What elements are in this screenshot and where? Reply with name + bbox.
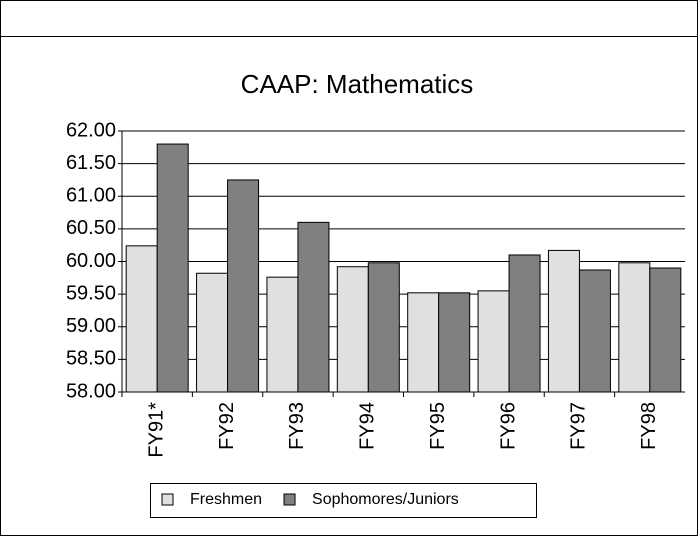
bar: [125, 245, 158, 393]
legend-swatch: [283, 493, 296, 506]
y-tick-label: 59.50: [66, 282, 116, 304]
bar: [547, 249, 580, 393]
bar: [227, 179, 260, 393]
bar: [367, 262, 400, 393]
legend-label: Sophomores/Juniors: [312, 491, 459, 508]
y-tick-label: 58.50: [66, 348, 116, 370]
bar: [336, 266, 369, 393]
chart-title: CAAP: Mathematics: [241, 69, 474, 99]
y-tick-label: 62.00: [66, 119, 116, 141]
bar: [196, 272, 229, 393]
x-tick-label: FY95: [427, 402, 449, 450]
bar: [156, 143, 189, 393]
x-tick-label: FY96: [497, 402, 519, 450]
bar: [618, 262, 651, 393]
y-tick-label: 58.00: [66, 380, 116, 402]
y-tick-label: 61.50: [66, 152, 116, 174]
legend-box: [150, 483, 537, 518]
bar: [438, 292, 471, 393]
x-tick-label: FY94: [357, 402, 379, 450]
x-tick-label: FY91*: [145, 402, 167, 458]
y-tick-label: 61.00: [66, 185, 116, 207]
bar: [477, 290, 510, 393]
bar: [508, 254, 541, 393]
legend-swatch: [161, 493, 174, 506]
y-tick-label: 60.00: [66, 250, 116, 272]
x-tick-label: FY92: [216, 402, 238, 450]
x-tick-label: FY93: [286, 402, 308, 450]
x-tick-label: FY97: [568, 402, 590, 450]
bar: [578, 269, 611, 393]
legend-label: Freshmen: [190, 491, 262, 508]
bar: [407, 292, 440, 393]
x-tick-label: FY98: [638, 402, 660, 450]
bar: [266, 276, 299, 393]
bar: [297, 221, 330, 393]
y-tick-label: 59.00: [66, 315, 116, 337]
bar: [649, 267, 682, 393]
y-tick-label: 60.50: [66, 217, 116, 239]
